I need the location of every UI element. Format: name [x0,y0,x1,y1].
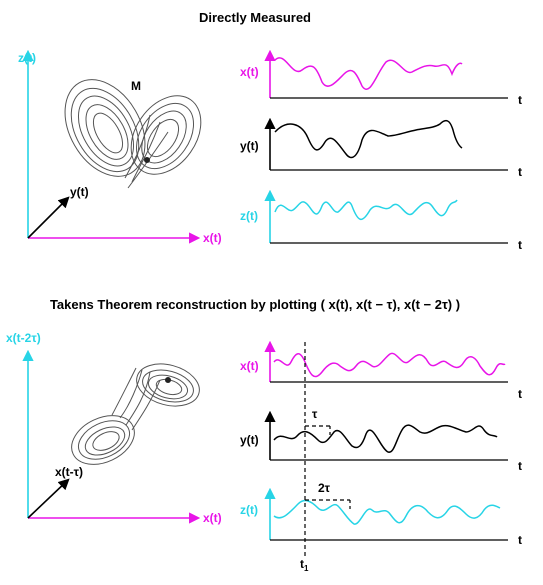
bottom-signal-x-label: x(t) [240,359,259,373]
top-z-axis-label: z(t) [18,51,36,65]
time-marker-subscript: 1 [304,564,309,573]
top-signal-y-t: t [518,165,522,179]
bottom-y-axis [27,478,70,519]
bottom-z-axis-label: x(t-2τ) [6,331,41,345]
bottom-y-axis-label: x(t-τ) [55,465,83,479]
attractor-label: M [131,79,141,93]
bottom-signal-z-label: z(t) [240,503,258,517]
bottom-signal-z-t: t [518,533,522,547]
top-signal-x: x(t) t [240,49,522,107]
reconstructed-attractor [71,363,200,465]
top-signal-z: z(t) t [240,189,522,252]
bottom-signal-y-t: t [518,459,522,473]
top-signal-x-label: x(t) [240,65,259,79]
time-marker-label: t1 [300,557,309,573]
top-signal-z-t: t [518,238,522,252]
top-y-axis [27,196,70,239]
top-x-axis-label: x(t) [203,231,222,245]
top-signal-x-t: t [518,93,522,107]
lag-2tau-bracket: 2τ [305,481,351,510]
reconstructed-point [165,377,171,383]
lag-tau-label: τ [312,407,318,421]
lag-tau-bracket: τ [305,407,331,438]
bottom-x-axis-label: x(t) [203,511,222,525]
bottom-title: Takens Theorem reconstruction by plottin… [50,297,460,312]
top-y-axis-label: y(t) [70,185,89,199]
bottom-signal-x-t: t [518,387,522,401]
top-signal-z-label: z(t) [240,209,258,223]
attractor-point [144,157,150,163]
bottom-signal-z: z(t) t [240,487,522,547]
bottom-signal-y-label: y(t) [240,433,259,447]
bottom-signal-x: x(t) t [240,340,522,401]
bottom-3d-axes: x(t-2τ) x(t) x(t-τ) [6,331,222,525]
top-title: Directly Measured [199,10,311,25]
bottom-signal-y: y(t) t [240,410,522,473]
top-signal-y: y(t) t [240,117,522,179]
top-signal-y-label: y(t) [240,139,259,153]
top-3d-axes: z(t) x(t) y(t) [18,49,222,245]
lag-2tau-label: 2τ [318,481,331,495]
